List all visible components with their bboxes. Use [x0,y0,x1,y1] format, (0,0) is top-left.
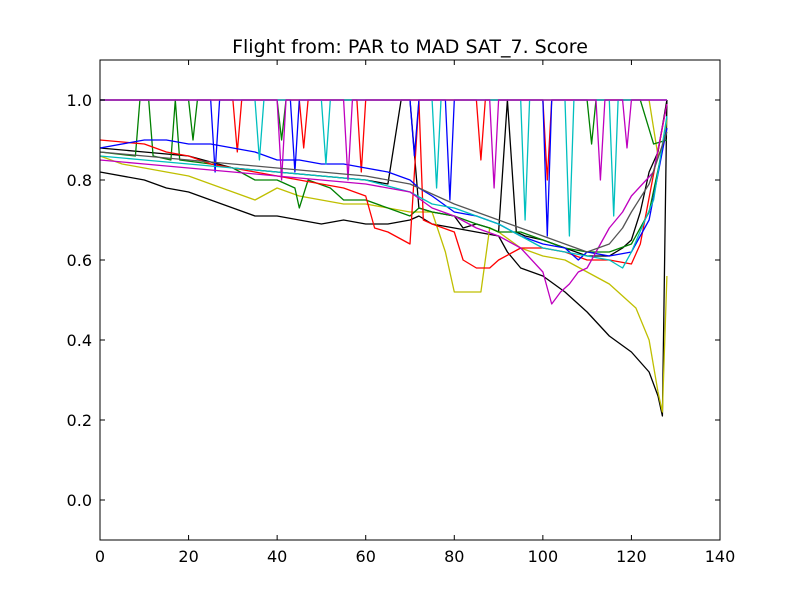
x-tick-label: 60 [356,547,376,566]
x-tick-label: 140 [705,547,736,566]
series-line-8 [99,127,668,261]
series-line-13 [100,99,667,189]
x-tick-label: 20 [178,547,198,566]
x-tick-label: 80 [444,547,464,566]
y-tick-label: 0.8 [67,171,92,190]
series-line-9 [100,99,667,237]
y-tick-label: 0.4 [67,331,92,350]
axes-ticks: 0 20 40 60 80 100 120 140 0.0 0.2 0.4 0.6 0.8 1.0 [67,60,736,566]
x-tick-label: 40 [267,547,287,566]
x-tick-label: 0 [95,547,105,566]
series-line-12 [99,103,668,305]
y-tick-label: 0.6 [67,251,92,270]
plot-frame [99,59,721,541]
y-tick-label: 0.2 [67,411,92,430]
series-line-0 [99,99,668,417]
y-tick-label: 1.0 [67,91,92,110]
x-tick-label: 100 [528,547,559,566]
series-line-10 [99,115,668,269]
series-line-4 [99,99,668,253]
chart-title: Flight from: PAR to MAD SAT_7. Score [232,36,588,58]
series-line-2 [99,155,668,413]
x-tick-label: 120 [616,547,647,566]
series-line-14 [99,131,668,253]
y-tick-label: 0.0 [67,491,92,510]
plot-lines [99,99,668,417]
